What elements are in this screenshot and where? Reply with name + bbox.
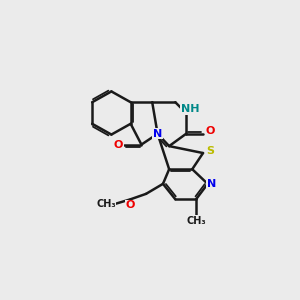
Text: CH₃: CH₃ <box>186 216 206 226</box>
Text: N: N <box>153 129 162 139</box>
Text: CH₃: CH₃ <box>96 199 116 209</box>
Text: NH: NH <box>181 104 199 114</box>
Text: O: O <box>205 126 214 136</box>
Text: S: S <box>206 146 214 157</box>
Text: O: O <box>114 140 123 150</box>
Text: O: O <box>126 200 135 210</box>
Text: N: N <box>207 179 216 189</box>
